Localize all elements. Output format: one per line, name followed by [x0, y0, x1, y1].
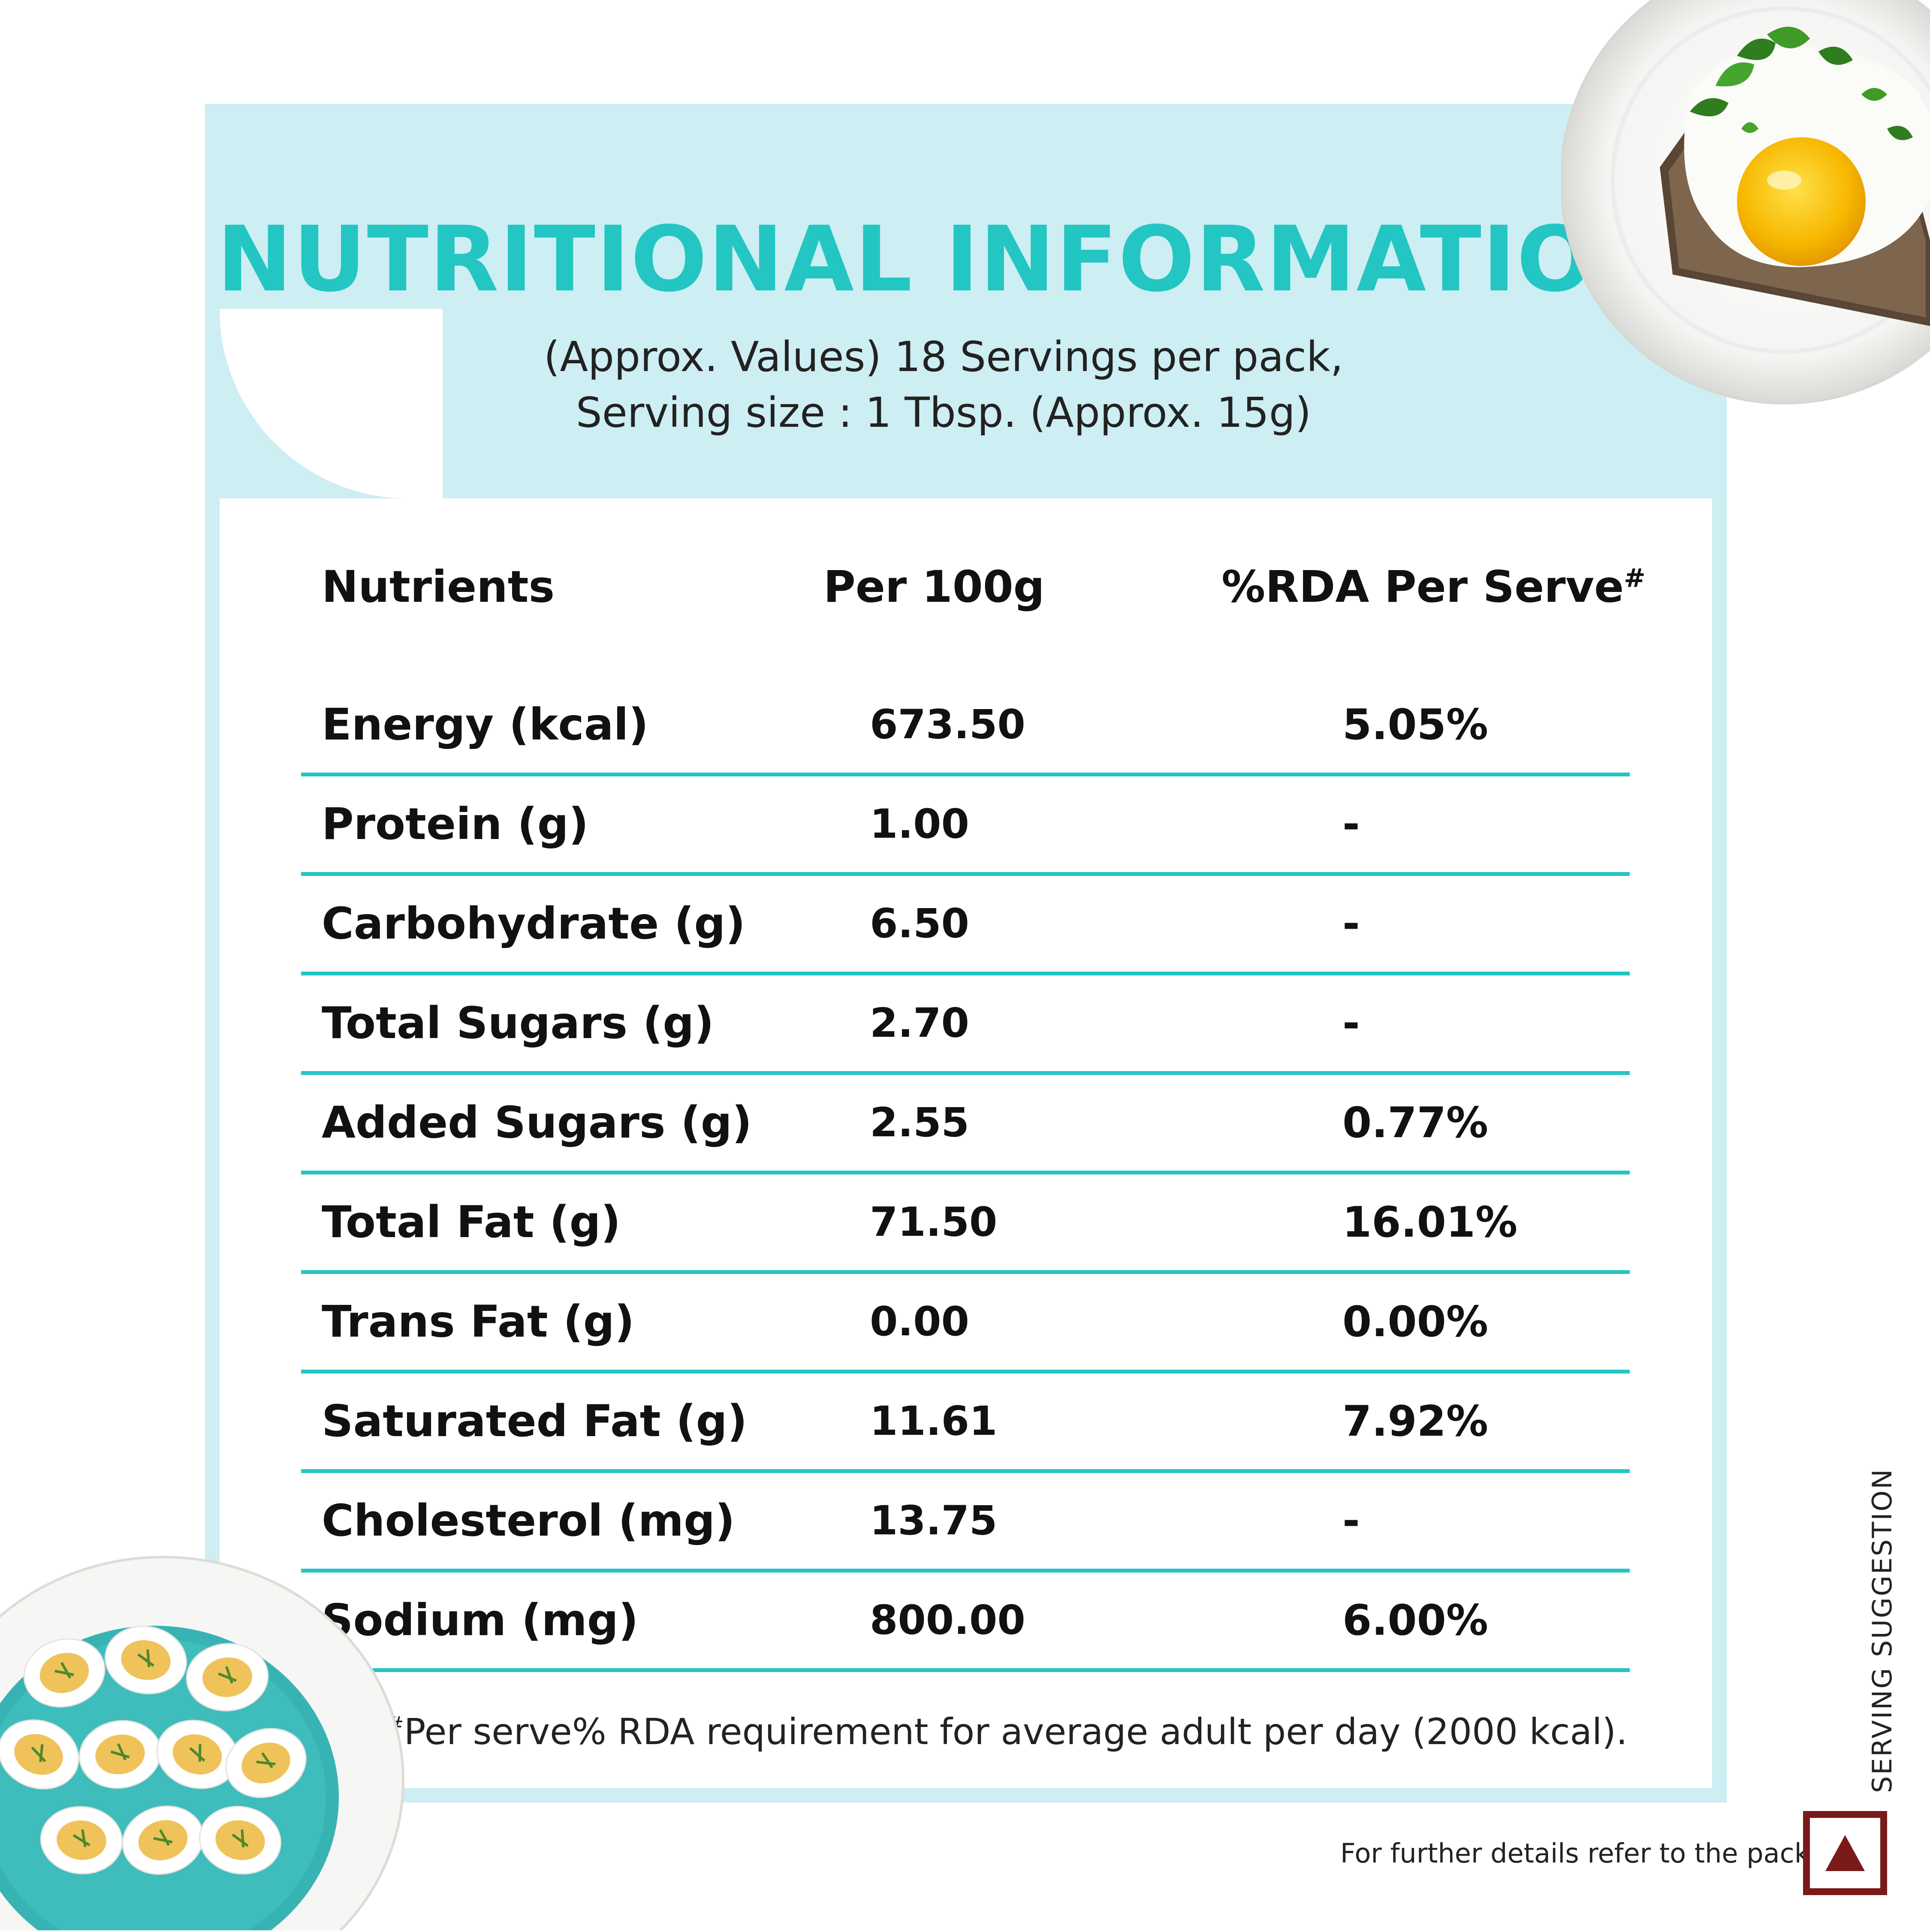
- footnote-text: Per serve% RDA requirement for average a…: [404, 1711, 1628, 1753]
- nutrient-rda: 5.05%: [1342, 700, 1488, 749]
- nutrient-name: Total Fat (g): [322, 1196, 621, 1248]
- serving-suggestion-label: SERVING SUGGESTION: [1867, 1468, 1898, 1793]
- deviled-eggs-plate-icon: [0, 1540, 412, 1932]
- column-header-rda: %RDA Per Serve#: [1221, 565, 1646, 609]
- nutrient-rda: 0.77%: [1342, 1098, 1488, 1147]
- nutrient-per100g: 2.70: [870, 999, 969, 1047]
- nutrient-rda: 16.01%: [1342, 1198, 1518, 1247]
- table-row: Sodium (mg) 800.00 6.00%: [301, 1573, 1630, 1672]
- servings-info: (Approx. Values) 18 Servings per pack,: [543, 333, 1344, 381]
- nutrient-rda: 0.00%: [1342, 1297, 1488, 1346]
- header-band: [205, 104, 1727, 498]
- nutrient-name: Carbohydrate (g): [322, 898, 746, 949]
- table-row: Added Sugars (g) 2.55 0.77%: [301, 1075, 1630, 1174]
- nutrient-rda: -: [1342, 899, 1360, 948]
- column-header-nutrients: Nutrients: [322, 561, 555, 613]
- nutrient-name: Cholesterol (mg): [322, 1495, 735, 1546]
- nutrient-per100g: 0.00: [870, 1298, 969, 1345]
- page-title: NUTRITIONAL INFORMATION: [217, 207, 1671, 312]
- nutrient-rda: -: [1342, 1496, 1360, 1546]
- column-header-rda-text: %RDA Per Serve: [1221, 561, 1624, 613]
- rda-footnote: #Per serve% RDA requirement for average …: [386, 1714, 1628, 1750]
- nutrient-per100g: 71.50: [870, 1198, 998, 1246]
- nutrient-per100g: 13.75: [870, 1497, 998, 1544]
- table-row: Cholesterol (mg) 13.75 -: [301, 1473, 1630, 1573]
- nutrient-name: Added Sugars (g): [322, 1097, 752, 1148]
- nutrient-name: Saturated Fat (g): [322, 1395, 748, 1447]
- pack-reference-note: For further details refer to the pack.: [1340, 1838, 1818, 1869]
- fried-egg-toast-plate-icon: [1560, 0, 1930, 431]
- table-row: Energy (kcal) 673.50 5.05%: [301, 677, 1630, 776]
- table-row: Total Sugars (g) 2.70 -: [301, 975, 1630, 1075]
- column-header-per100g: Per 100g: [823, 561, 1045, 613]
- nutrient-name: Total Sugars (g): [322, 997, 714, 1049]
- nutrient-per100g: 11.61: [870, 1398, 998, 1445]
- table-row: Protein (g) 1.00 -: [301, 776, 1630, 876]
- nutrient-name: Protein (g): [322, 798, 589, 850]
- nutrient-name: Trans Fat (g): [322, 1296, 635, 1347]
- nutrient-per100g: 1.00: [870, 800, 969, 848]
- table-row: Carbohydrate (g) 6.50 -: [301, 876, 1630, 975]
- non-veg-mark-icon: [1803, 1811, 1887, 1895]
- table-row: Trans Fat (g) 0.00 0.00%: [301, 1274, 1630, 1374]
- nutrient-per100g: 2.55: [870, 1099, 969, 1146]
- nutrient-rda: -: [1342, 999, 1360, 1048]
- nutrient-per100g: 6.50: [870, 900, 969, 947]
- column-header-rda-mark: #: [1624, 563, 1646, 593]
- table-row: Total Fat (g) 71.50 16.01%: [301, 1174, 1630, 1274]
- nutrient-per100g: 673.50: [870, 701, 1025, 748]
- nutrient-rda: 7.92%: [1342, 1397, 1488, 1446]
- table-row: Saturated Fat (g) 11.61 7.92%: [301, 1374, 1630, 1473]
- nutrient-rda: -: [1342, 800, 1360, 849]
- nutrient-name: Energy (kcal): [322, 699, 649, 750]
- nutrient-per100g: 800.00: [870, 1597, 1025, 1644]
- nutrient-rda: 6.00%: [1342, 1596, 1488, 1645]
- nutrient-name: Sodium (mg): [322, 1594, 639, 1646]
- serving-size-info: Serving size : 1 Tbsp. (Approx. 15g): [576, 389, 1312, 437]
